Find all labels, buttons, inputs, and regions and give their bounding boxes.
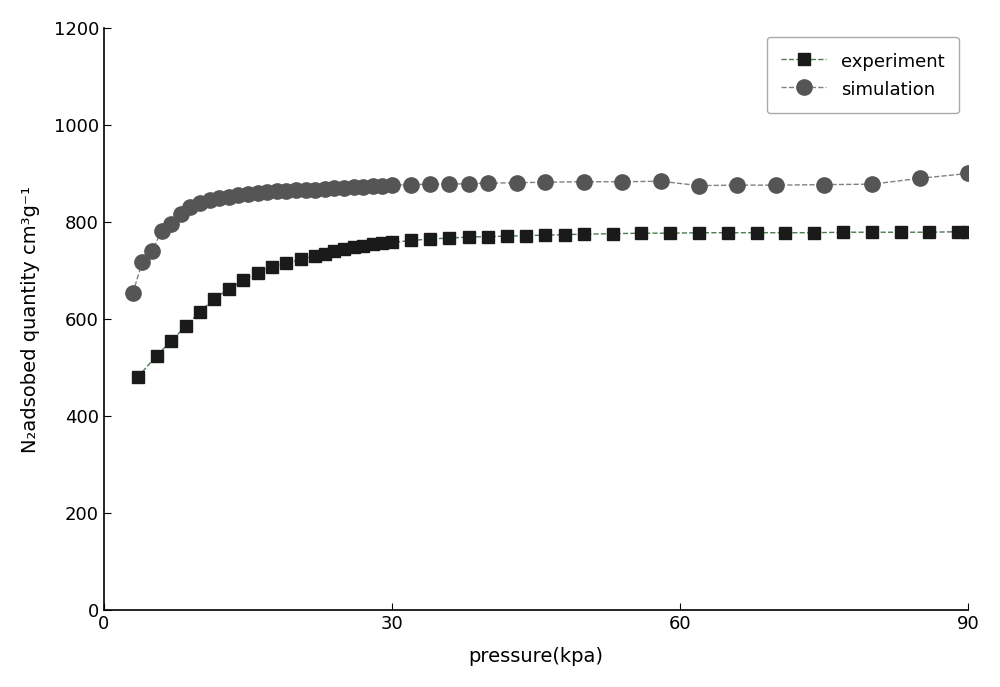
experiment <box>607 229 619 238</box>
simulation <box>463 179 475 188</box>
experiment <box>895 228 907 236</box>
simulation <box>261 188 273 196</box>
simulation <box>386 181 398 189</box>
experiment <box>779 229 791 237</box>
experiment <box>578 230 590 238</box>
experiment <box>443 234 455 243</box>
experiment <box>194 308 206 316</box>
experiment <box>328 247 340 256</box>
Y-axis label: N₂adsobed quantity cm³g⁻¹: N₂adsobed quantity cm³g⁻¹ <box>21 185 40 453</box>
experiment <box>866 228 878 236</box>
experiment <box>952 227 964 236</box>
simulation <box>156 227 168 235</box>
simulation <box>175 210 187 218</box>
simulation <box>424 180 436 188</box>
experiment <box>539 231 551 239</box>
simulation <box>252 189 264 197</box>
experiment <box>386 238 398 247</box>
simulation <box>328 184 340 192</box>
simulation <box>338 183 350 192</box>
experiment <box>808 229 820 237</box>
experiment <box>180 322 192 330</box>
experiment <box>338 245 350 253</box>
simulation <box>213 194 225 203</box>
simulation <box>165 220 177 228</box>
experiment <box>295 256 307 264</box>
simulation <box>136 258 148 266</box>
experiment <box>635 229 647 237</box>
simulation <box>731 181 743 189</box>
simulation <box>511 179 523 187</box>
simulation <box>482 179 494 188</box>
experiment <box>165 337 177 345</box>
experiment <box>280 259 292 267</box>
experiment <box>923 228 935 236</box>
experiment <box>520 232 532 240</box>
experiment <box>348 243 360 251</box>
simulation <box>376 181 388 190</box>
simulation <box>204 196 216 204</box>
experiment <box>319 249 331 258</box>
simulation <box>770 181 782 189</box>
simulation <box>146 247 158 256</box>
simulation <box>405 181 417 189</box>
simulation <box>232 191 244 199</box>
simulation <box>280 187 292 195</box>
Line: experiment: experiment <box>131 225 974 383</box>
experiment <box>424 235 436 243</box>
simulation <box>866 180 878 188</box>
simulation <box>348 183 360 191</box>
simulation <box>539 178 551 186</box>
experiment <box>132 373 144 381</box>
experiment <box>367 240 379 249</box>
experiment <box>501 232 513 240</box>
Legend: experiment, simulation: experiment, simulation <box>767 37 959 113</box>
simulation <box>194 199 206 207</box>
simulation <box>693 181 705 190</box>
simulation <box>578 178 590 186</box>
simulation <box>818 181 830 189</box>
experiment <box>463 233 475 241</box>
experiment <box>237 276 249 284</box>
experiment <box>223 285 235 293</box>
simulation <box>655 177 667 185</box>
experiment <box>559 231 571 239</box>
experiment <box>962 227 974 236</box>
X-axis label: pressure(kpa): pressure(kpa) <box>468 647 603 666</box>
experiment <box>664 229 676 237</box>
experiment <box>722 229 734 237</box>
simulation <box>271 188 283 196</box>
simulation <box>616 178 628 186</box>
simulation <box>242 190 254 198</box>
experiment <box>693 229 705 237</box>
simulation <box>443 180 455 188</box>
simulation <box>309 185 321 194</box>
experiment <box>309 252 321 260</box>
simulation <box>914 174 926 183</box>
simulation <box>300 186 312 194</box>
experiment <box>482 232 494 240</box>
experiment <box>252 269 264 277</box>
simulation <box>184 203 196 211</box>
simulation <box>127 289 139 297</box>
simulation <box>357 183 369 191</box>
Line: simulation: simulation <box>125 166 975 301</box>
experiment <box>837 228 849 236</box>
experiment <box>405 236 417 245</box>
simulation <box>319 185 331 193</box>
experiment <box>376 239 388 247</box>
experiment <box>266 263 278 271</box>
simulation <box>223 192 235 201</box>
experiment <box>357 242 369 250</box>
experiment <box>151 352 163 360</box>
experiment <box>751 229 763 237</box>
simulation <box>962 170 974 178</box>
experiment <box>208 295 220 303</box>
simulation <box>367 182 379 190</box>
simulation <box>290 186 302 194</box>
